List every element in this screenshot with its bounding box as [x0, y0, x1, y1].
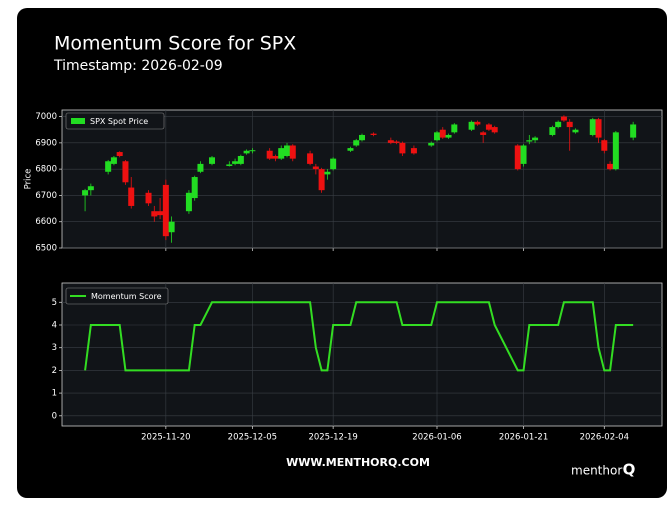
candle-body — [630, 124, 637, 138]
legend-box — [65, 287, 169, 305]
chart-title: Momentum Score for SPX — [54, 33, 296, 55]
candle-body — [243, 150, 250, 154]
x-tick-label: 2026-02-04 — [580, 433, 629, 443]
candle-body — [347, 148, 354, 151]
y-tick-label: 7000 — [35, 112, 57, 122]
chart-subtitle: Timestamp: 2026-02-09 — [53, 58, 223, 74]
y-tick-label: 3 — [52, 343, 57, 353]
candle-body — [272, 156, 279, 159]
legend-label: SPX Spot Price — [90, 117, 148, 126]
candle-body — [520, 145, 527, 164]
footer: WWW.MENTHORQ.COM — [286, 456, 430, 469]
y-tick-label: 2 — [52, 366, 57, 376]
candle-body — [589, 119, 596, 135]
y-tick-label: 4 — [52, 320, 57, 330]
candle-body — [607, 163, 614, 170]
candle-body — [122, 161, 129, 183]
candle-body — [209, 157, 215, 164]
candle-body — [226, 164, 233, 166]
candle-body — [151, 211, 158, 217]
legend-label: Momentum Score — [91, 292, 162, 301]
candle-body — [330, 158, 337, 170]
candle-body — [474, 121, 481, 125]
candle-body — [82, 190, 89, 196]
x-tick-label: 2025-11-20 — [141, 433, 190, 443]
plot-area — [61, 282, 663, 427]
candle-body — [526, 140, 533, 142]
candle-body — [532, 137, 539, 141]
candle-body — [353, 140, 360, 146]
candle-body — [116, 152, 123, 156]
candle-body — [324, 171, 331, 175]
y-tick-label: 0 — [52, 411, 57, 421]
y-tick-label: 6700 — [35, 191, 57, 201]
y-axis-label: Price — [24, 169, 34, 190]
y-tick-label: 6600 — [35, 217, 57, 227]
legend-box — [65, 112, 165, 130]
candle-body — [451, 124, 458, 133]
x-tick-label: 2025-12-19 — [308, 433, 357, 443]
candle-body — [572, 129, 579, 133]
candle-body — [312, 166, 319, 170]
candle-body — [359, 134, 365, 141]
candle-body — [278, 148, 285, 159]
candle-body — [284, 145, 290, 156]
candle-body — [145, 192, 152, 204]
y-tick-label: 6500 — [35, 244, 57, 254]
line — [84, 301, 634, 372]
candle-body — [162, 184, 169, 237]
y-tick-label: 5 — [52, 298, 57, 308]
y-tick-label: 6800 — [35, 165, 57, 175]
candle-body — [595, 119, 602, 138]
candle-body — [237, 156, 244, 164]
candle-body — [370, 133, 377, 135]
candle-body — [307, 153, 314, 164]
candle-body — [289, 145, 296, 159]
candle-body — [266, 150, 273, 159]
logo: menthor — [571, 464, 622, 478]
candle-body — [612, 132, 619, 170]
candle-body — [128, 187, 135, 206]
x-tick-label: 2026-01-06 — [412, 433, 461, 443]
candle-body — [399, 142, 406, 154]
candle-body — [566, 121, 573, 128]
candle-body — [428, 142, 435, 146]
candle-body — [555, 121, 562, 128]
candle-body — [549, 127, 556, 135]
y-tick-label: 1 — [52, 389, 57, 399]
x-tick-label: 2025-12-05 — [228, 433, 277, 443]
candle-body — [514, 145, 521, 170]
candle-body — [157, 211, 164, 216]
candle-body — [410, 148, 417, 154]
candle-body — [387, 140, 394, 143]
candle-body — [445, 134, 452, 138]
candle-body — [185, 192, 192, 212]
candle-body — [393, 141, 400, 143]
candle-body — [197, 163, 204, 172]
candle-body — [87, 186, 94, 191]
legend-swatch — [71, 118, 85, 124]
candle-body — [491, 127, 498, 133]
candle-body — [468, 121, 475, 130]
candle-body — [434, 132, 440, 141]
candle-body — [249, 150, 256, 152]
logo-mark: Q — [623, 461, 636, 479]
candle-body — [232, 161, 239, 164]
candle-body — [480, 132, 487, 135]
candle-body — [560, 116, 567, 121]
candle-body — [105, 161, 112, 172]
candle-body — [485, 124, 492, 130]
candle-body — [439, 129, 446, 138]
candle-body — [601, 140, 608, 151]
candle-body — [110, 157, 117, 164]
candle-body — [168, 221, 175, 233]
candle-body — [191, 177, 198, 199]
x-tick-label: 2026-01-21 — [499, 433, 548, 443]
y-tick-label: 6900 — [35, 138, 57, 148]
plot-area — [61, 109, 663, 249]
candle-body — [318, 169, 325, 191]
